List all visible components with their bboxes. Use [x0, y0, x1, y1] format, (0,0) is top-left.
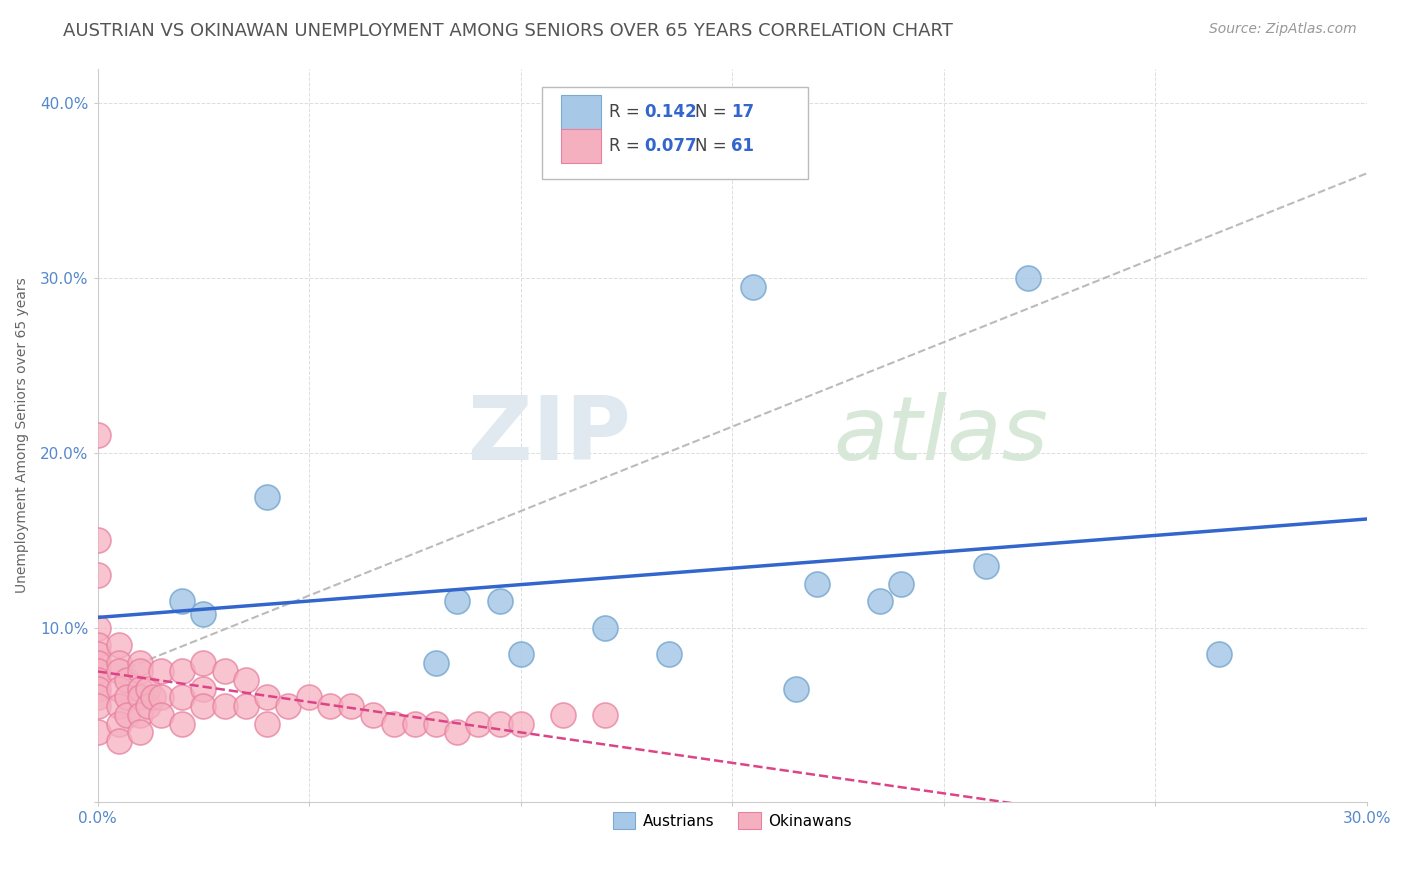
Point [277, 699, 299, 714]
Point [806, 577, 828, 591]
Point [214, 699, 236, 714]
Point [150, 690, 173, 705]
Text: 17: 17 [731, 103, 754, 120]
Point [117, 673, 139, 687]
Point [129, 665, 152, 679]
Point [193, 699, 215, 714]
Point [86, 533, 108, 548]
Point [150, 707, 173, 722]
Point [488, 716, 510, 731]
Point [107, 665, 129, 679]
Point [361, 707, 384, 722]
Point [86, 690, 108, 705]
Point [129, 681, 152, 696]
Text: atlas: atlas [834, 392, 1049, 478]
Point [86, 621, 108, 635]
Point [86, 656, 108, 670]
Point [117, 707, 139, 722]
Point [1017, 271, 1039, 285]
Point [742, 280, 765, 294]
FancyBboxPatch shape [561, 95, 602, 128]
Point [382, 716, 405, 731]
Point [551, 707, 574, 722]
Point [890, 577, 912, 591]
Point [129, 690, 152, 705]
Point [214, 665, 236, 679]
Text: Source: ZipAtlas.com: Source: ZipAtlas.com [1209, 22, 1357, 37]
Point [138, 681, 160, 696]
Point [235, 699, 257, 714]
Point [509, 716, 531, 731]
Text: 0.077: 0.077 [644, 137, 697, 155]
Text: 0.142: 0.142 [644, 103, 697, 120]
Point [298, 690, 321, 705]
Point [129, 725, 152, 739]
Point [869, 594, 891, 608]
Point [193, 607, 215, 621]
Point [256, 690, 278, 705]
Point [785, 681, 807, 696]
Point [446, 725, 468, 739]
Point [658, 647, 681, 661]
Legend: Austrians, Okinawans: Austrians, Okinawans [606, 806, 858, 835]
Point [142, 690, 165, 705]
Text: AUSTRIAN VS OKINAWAN UNEMPLOYMENT AMONG SENIORS OVER 65 YEARS CORRELATION CHART: AUSTRIAN VS OKINAWAN UNEMPLOYMENT AMONG … [63, 22, 953, 40]
Point [107, 734, 129, 748]
Point [107, 681, 129, 696]
Point [319, 699, 342, 714]
Point [86, 725, 108, 739]
Point [150, 665, 173, 679]
Point [425, 716, 447, 731]
Point [256, 490, 278, 504]
Point [172, 665, 194, 679]
Point [595, 621, 617, 635]
Point [256, 716, 278, 731]
Point [86, 568, 108, 582]
Text: ZIP: ZIP [468, 392, 631, 479]
Point [446, 594, 468, 608]
Point [107, 638, 129, 652]
Point [138, 699, 160, 714]
Point [1208, 647, 1230, 661]
Point [467, 716, 489, 731]
Point [509, 647, 531, 661]
Point [107, 699, 129, 714]
Text: R =: R = [609, 103, 645, 120]
Text: N =: N = [696, 103, 733, 120]
Point [974, 559, 997, 574]
Point [488, 594, 510, 608]
Point [129, 656, 152, 670]
Point [86, 673, 108, 687]
Point [404, 716, 426, 731]
Point [86, 638, 108, 652]
Point [172, 690, 194, 705]
Point [595, 707, 617, 722]
Point [107, 716, 129, 731]
Text: 61: 61 [731, 137, 754, 155]
Point [129, 707, 152, 722]
Point [193, 656, 215, 670]
FancyBboxPatch shape [541, 87, 808, 178]
Text: R =: R = [609, 137, 645, 155]
Point [86, 665, 108, 679]
FancyBboxPatch shape [561, 129, 602, 163]
Point [117, 690, 139, 705]
Point [107, 656, 129, 670]
Point [193, 681, 215, 696]
Point [172, 716, 194, 731]
Point [86, 681, 108, 696]
Point [86, 699, 108, 714]
Y-axis label: Unemployment Among Seniors over 65 years: Unemployment Among Seniors over 65 years [15, 277, 30, 593]
Point [172, 594, 194, 608]
Point [86, 428, 108, 442]
Point [86, 647, 108, 661]
Point [425, 656, 447, 670]
Point [235, 673, 257, 687]
Point [340, 699, 363, 714]
Text: N =: N = [696, 137, 733, 155]
